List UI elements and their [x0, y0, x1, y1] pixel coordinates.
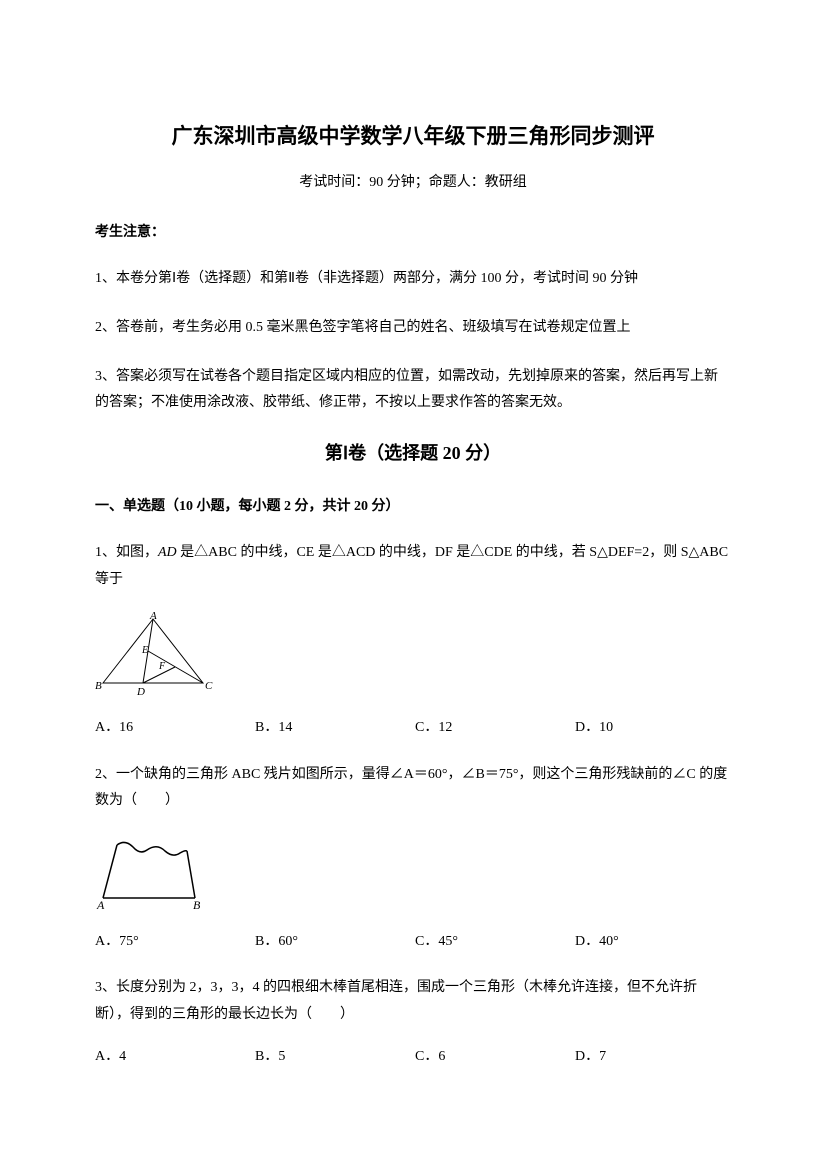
- notice-header: 考生注意：: [95, 222, 731, 244]
- q1-option-b: B．14: [255, 717, 415, 739]
- question-3: 3、长度分别为 2，3，3，4 的四根细木棒首尾相连，围成一个三角形（木棒允许连…: [95, 975, 731, 1028]
- q1-option-a: A．16: [95, 717, 255, 739]
- q1-italic: AD: [158, 545, 177, 560]
- svg-text:D: D: [136, 686, 145, 698]
- figure-2: A B: [95, 833, 731, 913]
- notice-3: 3、答案必须写在试卷各个题目指定区域内相应的位置，如需改动，先划掉原来的答案，然…: [95, 364, 731, 417]
- q1-option-c: C．12: [415, 717, 575, 739]
- q3-options: A．4 B．5 C．6 D．7: [95, 1046, 731, 1068]
- svg-text:E: E: [141, 645, 148, 656]
- svg-text:B: B: [95, 680, 102, 692]
- q1-options: A．16 B．14 C．12 D．10: [95, 717, 731, 739]
- svg-text:A: A: [149, 611, 157, 622]
- q1-prefix: 1、如图，: [95, 545, 158, 560]
- notice-2: 2、答卷前，考生务必用 0.5 毫米黑色签字笔将自己的姓名、班级填写在试卷规定位…: [95, 315, 731, 342]
- q3-option-a: A．4: [95, 1046, 255, 1068]
- fragment-diagram: A B: [95, 833, 215, 913]
- svg-text:A: A: [96, 898, 105, 912]
- q3-option-b: B．5: [255, 1046, 415, 1068]
- exam-subtitle: 考试时间：90 分钟；命题人：教研组: [95, 172, 731, 194]
- svg-text:F: F: [158, 661, 166, 672]
- exam-title: 广东深圳市高级中学数学八年级下册三角形同步测评: [95, 120, 731, 154]
- notice-1: 1、本卷分第Ⅰ卷（选择题）和第Ⅱ卷（非选择题）两部分，满分 100 分，考试时间…: [95, 266, 731, 293]
- figure-1: A B C D E F: [95, 611, 731, 699]
- question-1: 1、如图，AD 是△ABC 的中线，CE 是△ACD 的中线，DF 是△CDE …: [95, 540, 731, 593]
- triangle-diagram: A B C D E F: [95, 611, 215, 699]
- q3-option-d: D．7: [575, 1046, 735, 1068]
- svg-text:C: C: [205, 680, 213, 692]
- q2-option-b: B．60°: [255, 931, 415, 953]
- q2-option-a: A．75°: [95, 931, 255, 953]
- q3-option-c: C．6: [415, 1046, 575, 1068]
- subsection-1-header: 一、单选题（10 小题，每小题 2 分，共计 20 分）: [95, 496, 731, 518]
- q1-option-d: D．10: [575, 717, 735, 739]
- section-1-header: 第Ⅰ卷（选择题 20 分）: [95, 439, 731, 468]
- svg-text:B: B: [193, 898, 201, 912]
- q2-option-d: D．40°: [575, 931, 735, 953]
- q1-body: 是△ABC 的中线，CE 是△ACD 的中线，DF 是△CDE 的中线，若 S△…: [95, 545, 728, 587]
- q2-options: A．75° B．60° C．45° D．40°: [95, 931, 731, 953]
- question-2: 2、一个缺角的三角形 ABC 残片如图所示，量得∠A＝60°，∠B＝75°，则这…: [95, 762, 731, 815]
- q2-option-c: C．45°: [415, 931, 575, 953]
